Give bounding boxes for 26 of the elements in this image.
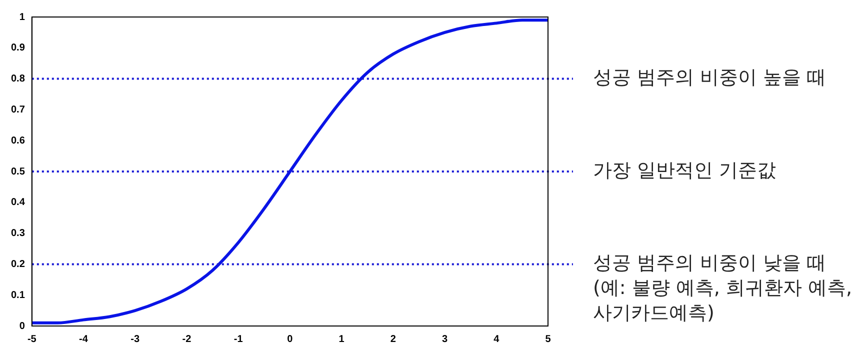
y-tick-label: 0.3: [10, 228, 26, 240]
y-tick-label: 0.1: [10, 290, 26, 301]
x-tick-label: 4: [494, 334, 500, 345]
x-tick-label: -4: [79, 334, 88, 345]
ref-line-label: 성공 범주의 비중이 높을 때: [593, 66, 826, 89]
y-tick-label: 0.5: [10, 166, 26, 178]
ref-line-label: 가장 일반적인 기준값: [593, 159, 776, 182]
ref-line-label: 성공 범주의 비중이 낮을 때 (예: 불량 예측, 희귀환자 예측, 사기카드예측): [593, 252, 852, 324]
x-tick-label: 0: [287, 334, 294, 345]
x-tick-label: -1: [234, 334, 244, 345]
x-tick-label: 5: [545, 334, 552, 345]
y-tick-label: 0.8: [10, 74, 26, 85]
y-tick-label: 1: [19, 12, 26, 23]
x-tick-label: 1: [338, 334, 345, 345]
y-tick-label: 0: [19, 320, 26, 332]
x-tick-label: 2: [390, 334, 396, 345]
y-tick-label: 0.6: [10, 135, 26, 146]
y-tick-label: 0.2: [10, 258, 26, 270]
x-tick-label: -5: [27, 334, 37, 345]
x-tick-label: 3: [442, 334, 448, 345]
y-tick-label: 0.9: [10, 42, 26, 54]
y-tick-label: 0.7: [10, 104, 26, 116]
x-tick-label: -3: [130, 334, 140, 345]
y-tick-label: 0.4: [10, 197, 26, 208]
line-series: [32, 18, 548, 324]
x-tick-label: -2: [182, 334, 192, 345]
